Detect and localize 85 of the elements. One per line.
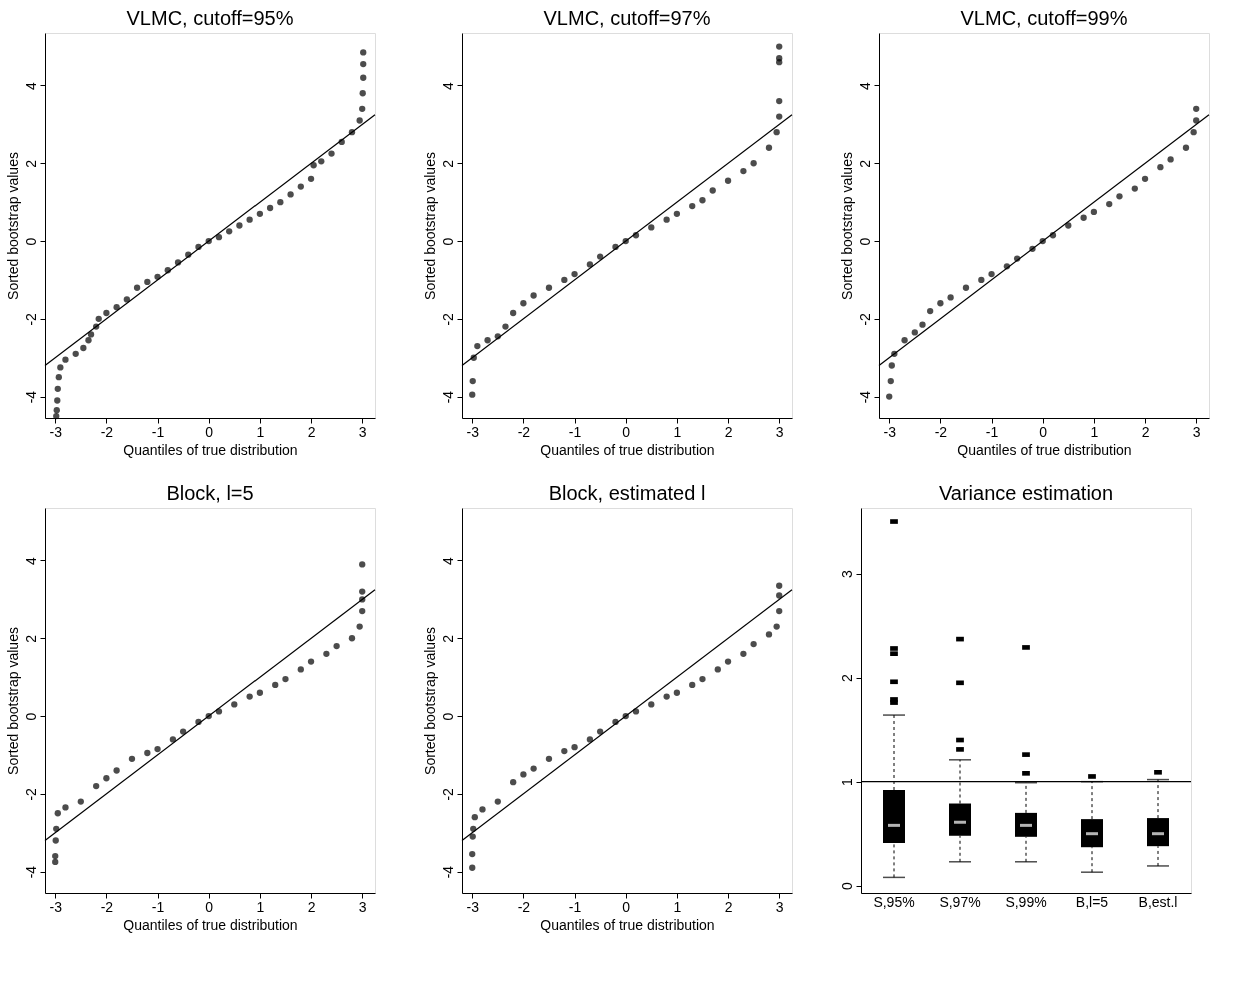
x-tick-label: 2 — [724, 898, 733, 915]
x-tick-label: 3 — [1192, 423, 1201, 440]
x-tick-label: 2 — [724, 423, 733, 440]
x-tick-label: -2 — [100, 423, 114, 440]
y-axis-title: Sorted bootstrap values — [838, 152, 855, 300]
chart-title: Block, l=5 — [166, 482, 254, 504]
x-tick-label: 1 — [673, 898, 682, 915]
y-tick-label: -2 — [856, 312, 873, 326]
x-tick-label: -2 — [517, 423, 531, 440]
x-tick-label: 1 — [256, 423, 265, 440]
y-tick-label: 2 — [22, 159, 39, 168]
x-tick-label: S,97% — [939, 893, 981, 910]
x-tick-label: S,99% — [1005, 893, 1047, 910]
y-tick-label: 0 — [838, 882, 855, 891]
y-tick-label: 4 — [439, 81, 456, 90]
x-tick-label: 1 — [256, 898, 265, 915]
x-tick-label: 0 — [1039, 423, 1048, 440]
x-tick-label: 2 — [307, 898, 316, 915]
x-tick-label: -3 — [49, 898, 63, 915]
x-tick-label: -3 — [883, 423, 897, 440]
chart-title: Variance estimation — [938, 482, 1114, 504]
y-axis-title: Sorted bootstrap values — [421, 627, 438, 775]
x-tick-label: 3 — [775, 423, 784, 440]
y-tick-label: 4 — [439, 556, 456, 565]
y-tick-label: 0 — [439, 712, 456, 721]
y-tick-label: 0 — [856, 237, 873, 246]
y-tick-label: -4 — [439, 865, 456, 879]
x-axis-title: Quantiles of true distribution — [540, 916, 715, 933]
x-tick-label: -2 — [517, 898, 531, 915]
y-tick-label: -4 — [22, 390, 39, 404]
x-tick-label: 1 — [673, 423, 682, 440]
chart-title: VLMC, cutoff=95% — [126, 7, 294, 29]
chart-title: VLMC, cutoff=97% — [543, 7, 711, 29]
x-tick-label: 3 — [775, 898, 784, 915]
x-axis-title: Quantiles of true distribution — [540, 441, 715, 458]
y-tick-label: -2 — [439, 787, 456, 801]
y-axis-title: Sorted bootstrap values — [4, 152, 21, 300]
y-tick-label: 2 — [856, 159, 873, 168]
y-tick-label: -2 — [22, 312, 39, 326]
y-tick-label: 2 — [439, 634, 456, 643]
x-tick-label: -1 — [568, 898, 582, 915]
x-tick-label: 2 — [307, 423, 316, 440]
x-tick-label: 3 — [358, 898, 367, 915]
y-tick-label: 2 — [838, 674, 855, 683]
x-axis-title: Quantiles of true distribution — [123, 916, 298, 933]
x-tick-label: -1 — [568, 423, 582, 440]
x-tick-label: -2 — [100, 898, 114, 915]
x-tick-label: 1 — [1090, 423, 1099, 440]
x-tick-label: B,l=5 — [1075, 893, 1109, 910]
y-tick-label: 0 — [439, 237, 456, 246]
y-axis-title: Sorted bootstrap values — [421, 152, 438, 300]
y-tick-label: 3 — [838, 569, 855, 578]
x-tick-label: -3 — [466, 423, 480, 440]
y-tick-label: 1 — [838, 778, 855, 787]
y-tick-label: -2 — [22, 787, 39, 801]
x-tick-label: 0 — [205, 898, 214, 915]
x-tick-label: -1 — [151, 423, 165, 440]
x-tick-label: -1 — [151, 898, 165, 915]
x-tick-label: -3 — [49, 423, 63, 440]
x-tick-label: 0 — [622, 898, 631, 915]
y-tick-label: 4 — [22, 81, 39, 90]
chart-title: Block, estimated l — [548, 482, 706, 504]
x-tick-label: -1 — [985, 423, 999, 440]
x-axis-title: Quantiles of true distribution — [123, 441, 298, 458]
x-tick-label: 3 — [358, 423, 367, 440]
x-axis-title: Quantiles of true distribution — [957, 441, 1132, 458]
y-tick-label: 2 — [439, 159, 456, 168]
y-tick-label: -2 — [439, 312, 456, 326]
x-tick-label: 2 — [1141, 423, 1150, 440]
x-tick-label: -2 — [934, 423, 948, 440]
y-tick-label: 0 — [22, 237, 39, 246]
y-tick-label: 4 — [856, 81, 873, 90]
x-tick-label: 0 — [205, 423, 214, 440]
x-tick-label: S,95% — [873, 893, 915, 910]
y-tick-label: 4 — [22, 556, 39, 565]
y-tick-label: -4 — [856, 390, 873, 404]
y-tick-label: -4 — [439, 390, 456, 404]
chart-title: VLMC, cutoff=99% — [960, 7, 1128, 29]
x-tick-label: -3 — [466, 898, 480, 915]
y-tick-label: -4 — [22, 865, 39, 879]
y-tick-label: 2 — [22, 634, 39, 643]
x-tick-label: B,est.l — [1138, 893, 1178, 910]
y-axis-title: Sorted bootstrap values — [4, 627, 21, 775]
x-tick-label: 0 — [622, 423, 631, 440]
y-tick-label: 0 — [22, 712, 39, 721]
